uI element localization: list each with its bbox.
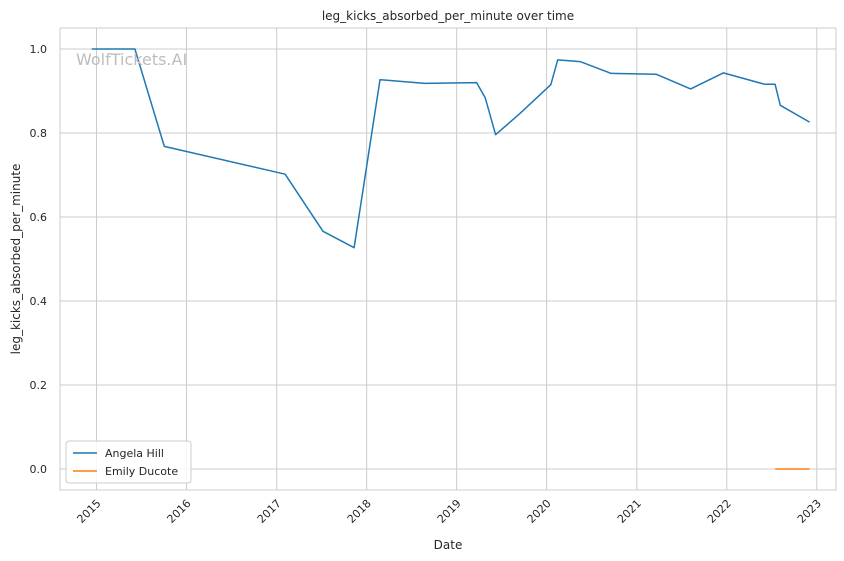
y-tick-label: 0.6: [30, 211, 48, 224]
y-tick-label: 0.4: [30, 295, 48, 308]
chart-title: leg_kicks_absorbed_per_minute over time: [322, 9, 574, 23]
series-line-angela-hill: [91, 48, 810, 249]
grid-lines: [60, 28, 836, 490]
legend-box: [65, 440, 192, 484]
x-axis-label: Date: [434, 538, 463, 552]
legend-label-angela-hill: Angela Hill: [105, 447, 164, 460]
y-tick-label: 1.0: [30, 43, 48, 56]
legend: Angela Hill Emily Ducote: [65, 440, 192, 484]
y-tick-label: 0.0: [30, 463, 48, 476]
plot-frame: [59, 27, 837, 491]
series-lines: [91, 48, 810, 470]
y-tick-labels: 0.0 0.2 0.4 0.6 0.8 1.0: [30, 43, 48, 476]
watermark: WolfTickets.AI: [76, 50, 187, 69]
y-axis-label: leg_kicks_absorbed_per_minute: [9, 164, 23, 355]
legend-label-emily-ducote: Emily Ducote: [105, 465, 178, 478]
y-tick-label: 0.8: [30, 127, 48, 140]
y-tick-label: 0.2: [30, 379, 48, 392]
